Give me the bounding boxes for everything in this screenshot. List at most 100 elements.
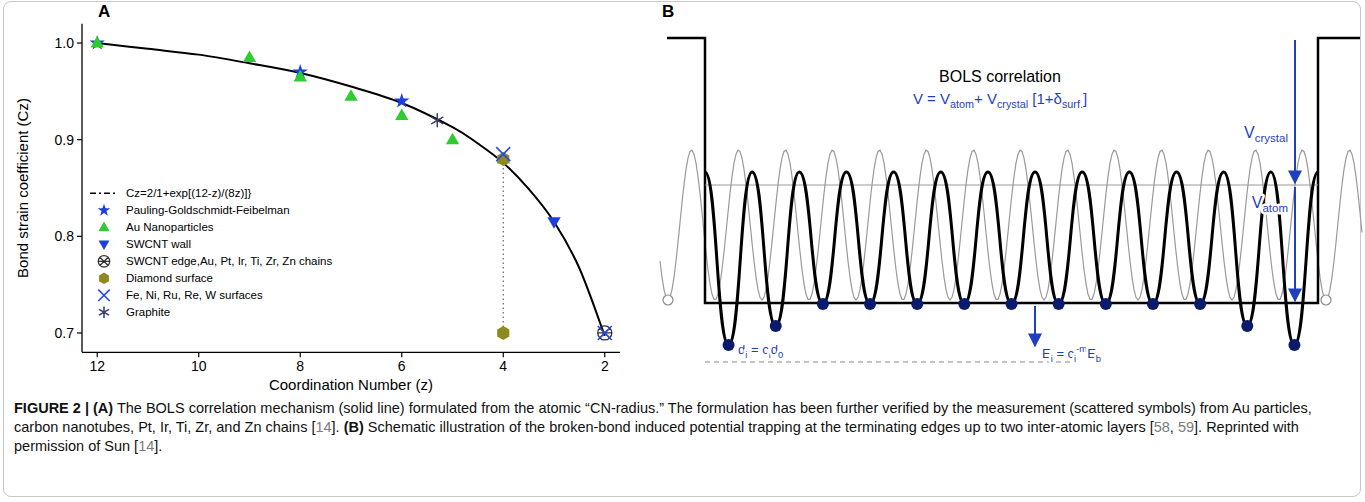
x-tick <box>198 352 199 357</box>
data-point <box>395 109 408 121</box>
energy-arrow <box>1034 306 1036 346</box>
panel-label: B <box>662 2 674 21</box>
bond-energy-label: Ei = ci-mEb <box>1042 343 1101 364</box>
crystal-potential <box>667 38 1360 303</box>
text-segment: + V <box>974 90 997 107</box>
data-point <box>497 326 509 340</box>
data-point <box>597 326 612 340</box>
y-tick-label: 0.8 <box>55 228 75 244</box>
y-tick <box>77 332 82 333</box>
y-tick-label: 0.9 <box>55 132 75 148</box>
text-segment: E <box>1042 346 1051 361</box>
bulk-atom <box>663 295 673 305</box>
x-tick-label: 4 <box>499 358 507 374</box>
caption-text: ]. <box>332 419 344 435</box>
citation: 14 <box>315 419 331 435</box>
bond-length-label: di = cid0 <box>738 342 783 360</box>
legend-label: Pauling-Goldschmidt-Feibelman <box>126 204 290 216</box>
text-segment: V <box>1244 124 1255 141</box>
legend-symbol <box>99 273 109 284</box>
figure: A0.70.80.91.012108642Coordination Number… <box>0 0 1365 398</box>
caption-bold: (A) <box>93 400 113 416</box>
atom <box>1053 298 1065 310</box>
citation: 14 <box>138 438 154 454</box>
crystal-label: Vcrystal <box>1244 124 1288 144</box>
plot-marks <box>90 35 613 340</box>
y-tick <box>77 42 82 43</box>
text-segment: E <box>1087 346 1096 361</box>
data-point <box>394 93 409 108</box>
legend-symbol <box>98 290 109 301</box>
citation: 58 <box>1154 419 1170 435</box>
text-segment: crystal <box>997 98 1028 110</box>
x-tick <box>300 352 301 357</box>
data-point <box>91 36 104 48</box>
data-point <box>294 70 307 82</box>
legend-label: SWCNT edge,Au, Pt, Ir, Ti, Zr, Zn chains <box>126 255 332 267</box>
legend: Cz=2/1+exp[(12-z)/(8z)]} Pauling-Goldschm… <box>90 187 332 318</box>
atom <box>1006 298 1018 310</box>
caption-bold: (B) <box>344 419 364 435</box>
text-segment: V <box>1252 194 1263 211</box>
x-tick-label: 2 <box>601 358 609 374</box>
data-point <box>547 217 560 229</box>
text-segment: = c <box>1053 346 1075 361</box>
legend-symbol <box>99 222 110 231</box>
panel-a: A0.70.80.91.012108642Coordination Number… <box>14 2 620 393</box>
text-segment: i <box>1074 353 1076 364</box>
citation: 59 <box>1178 419 1194 435</box>
text-segment: atom <box>1262 202 1288 214</box>
x-axis-title: Coordination Number (z) <box>269 376 433 393</box>
y-axis-title: Bond strain coefficient (Cz) <box>14 98 31 278</box>
atom <box>864 298 876 310</box>
atom <box>817 298 829 310</box>
text-segment: surf. <box>1062 98 1083 110</box>
text-segment: crystal <box>1255 132 1288 144</box>
data-point <box>90 35 105 50</box>
atom-label: Vatom <box>1252 194 1288 214</box>
text-segment: d <box>771 342 778 357</box>
x-tick <box>97 352 98 357</box>
atom <box>1100 298 1112 310</box>
data-point <box>344 89 357 101</box>
caption-text: , <box>1170 419 1178 435</box>
legend-label: Cz=2/1+exp[(12-z)/(8z)]} <box>126 187 251 199</box>
y-tick-label: 1.0 <box>55 35 75 51</box>
curve <box>97 43 605 336</box>
legend-label: SWCNT wall <box>126 238 191 250</box>
data-point <box>446 133 459 145</box>
caption-bold: FIGURE 2 | <box>14 400 93 416</box>
diagram-title: BOLS correlation <box>939 68 1061 85</box>
text-segment: [1+δ <box>1028 90 1062 107</box>
atom <box>911 298 923 310</box>
caption-text: Schematic illustration of the broken-bon… <box>364 419 1154 435</box>
legend-symbol <box>99 307 109 318</box>
text-segment: ] <box>1083 90 1087 107</box>
x-tick <box>401 352 402 357</box>
y-axis-line <box>81 24 82 353</box>
x-tick-label: 6 <box>398 358 406 374</box>
atom <box>1147 298 1159 310</box>
surface-potential <box>705 172 1318 345</box>
legend-label: Fe, Ni, Ru, Re, W surfaces <box>126 289 263 301</box>
atom <box>1241 320 1253 332</box>
caption-text: ]. <box>154 438 162 454</box>
atom <box>958 298 970 310</box>
legend-symbol <box>99 241 110 250</box>
x-tick-label: 12 <box>89 358 105 374</box>
legend-label: Diamond surface <box>126 272 213 284</box>
text-segment: -m <box>1076 343 1087 354</box>
panel-label: A <box>98 2 110 21</box>
energy-level <box>705 362 1070 363</box>
atom-level <box>705 185 1318 186</box>
y-tick <box>77 236 82 237</box>
caption: FIGURE 2 | (A) The BOLS correlation mech… <box>14 399 1348 456</box>
legend-symbol <box>98 204 111 216</box>
data-point <box>496 147 510 161</box>
x-tick <box>604 352 605 357</box>
text-segment: 0 <box>778 349 783 360</box>
atom <box>770 320 782 332</box>
x-tick <box>503 352 504 357</box>
legend-symbol <box>98 256 111 267</box>
x-axis-line <box>82 352 620 353</box>
